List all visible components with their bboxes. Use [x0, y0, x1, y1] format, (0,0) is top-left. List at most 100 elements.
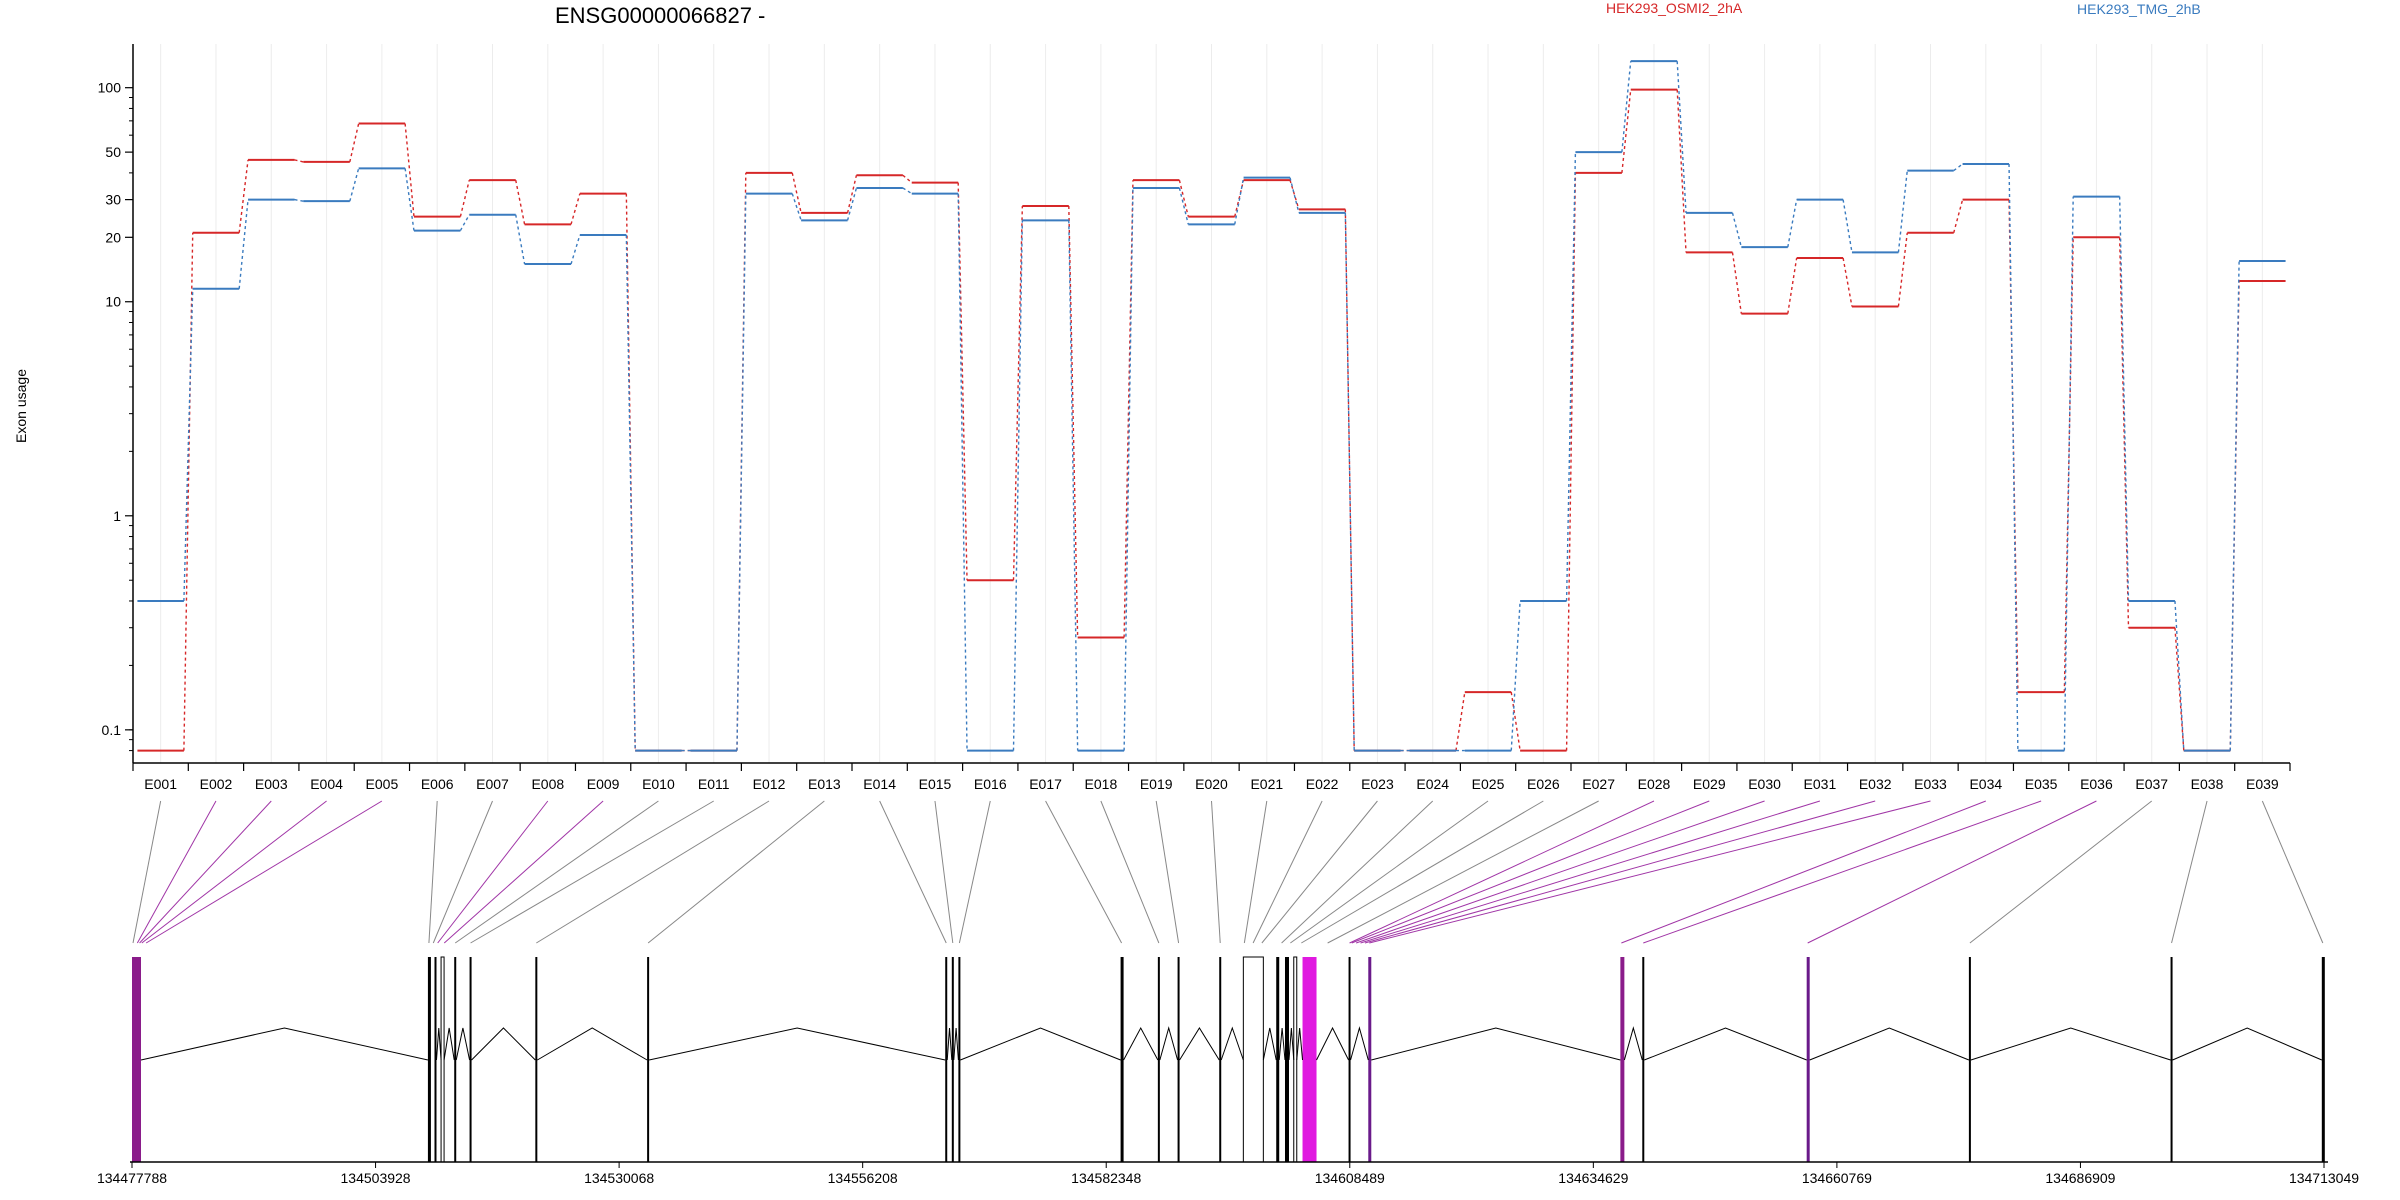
intron-line: [1623, 1026, 1643, 1061]
intron-line: [1296, 1027, 1304, 1061]
series-connector: [1012, 206, 1024, 581]
intron-line: [1809, 1027, 1970, 1061]
x-tick-label: E002: [200, 776, 233, 792]
series-connector: [294, 198, 304, 202]
exon-connector: [1045, 800, 1123, 944]
series-connector: [515, 214, 526, 265]
exon-block: [1806, 957, 1810, 1162]
exon-block: [1177, 957, 1180, 1162]
x-tick-label: E007: [476, 776, 509, 792]
series-connector: [404, 168, 415, 231]
exon-connector: [139, 800, 272, 944]
exon-connector: [1301, 800, 1544, 944]
exon-connector: [1155, 800, 1180, 944]
exon-connector: [1621, 800, 1986, 944]
exon-block: [1120, 957, 1124, 1162]
series-connector: [183, 232, 194, 751]
exon-connector: [1351, 800, 1710, 944]
series-connector: [1012, 220, 1024, 751]
exon-connector: [1211, 800, 1221, 944]
x-tick-label: E009: [587, 776, 620, 792]
exon-connector: [1261, 800, 1378, 944]
series-connector: [404, 123, 415, 217]
series-b: [137, 60, 2286, 752]
exon-block: [951, 957, 954, 1162]
x-tick-label: E030: [1748, 776, 1781, 792]
exon-connector: [1327, 800, 1599, 944]
exon-block: [1968, 957, 1971, 1162]
exon-connector: [647, 800, 825, 944]
x-tick-label: E010: [642, 776, 675, 792]
series-connector: [2174, 600, 2185, 751]
y-tick-label: 10: [105, 294, 121, 310]
exon-connector: [1290, 800, 1489, 944]
intron-line: [435, 1027, 442, 1061]
exon-connector: [1807, 800, 2097, 944]
y-tick-label: 20: [105, 229, 121, 245]
genomic-tick-label: 134660769: [1802, 1170, 1872, 1186]
exon-block: [958, 957, 961, 1162]
series-connector: [1897, 232, 1908, 307]
x-tick-label: E015: [919, 776, 952, 792]
series-connector: [2063, 196, 2074, 751]
exon-block: [1284, 957, 1289, 1162]
series-connector: [515, 179, 526, 225]
genomic-tick-label: 134582348: [1071, 1170, 1141, 1186]
x-tick-label: E034: [1969, 776, 2002, 792]
exon-block: [454, 957, 457, 1162]
series-connector: [1731, 212, 1743, 248]
exon-block: [1219, 957, 1222, 1162]
intron-line: [2172, 1027, 2323, 1061]
series-connector: [2118, 196, 2130, 601]
series-connector: [1565, 152, 1577, 601]
intron-line: [1316, 1026, 1350, 1061]
exon-block: [1157, 957, 1160, 1162]
series-connector: [2229, 260, 2240, 751]
x-tick-label: E029: [1693, 776, 1726, 792]
x-tick-label: E020: [1195, 776, 1228, 792]
series-connector: [902, 174, 913, 184]
exon-connector: [470, 800, 714, 944]
series-connector: [1731, 252, 1743, 314]
series-lines: [137, 60, 2286, 752]
exon-block: [1302, 957, 1317, 1162]
series-connector: [791, 193, 802, 221]
x-tick-label: E004: [310, 776, 343, 792]
exon-connector: [141, 800, 327, 944]
x-tick-label: E023: [1361, 776, 1394, 792]
exon-connector: [1252, 800, 1323, 944]
series-connector: [1510, 600, 1521, 751]
exon-block: [647, 957, 650, 1162]
series-connector: [1178, 179, 1189, 217]
series-connector: [1621, 89, 1632, 173]
exon-block: [1276, 957, 1280, 1162]
intron-line: [1179, 1027, 1220, 1061]
series-connector: [1787, 257, 1798, 314]
exon-connector: [1969, 800, 2153, 944]
series-connector: [238, 199, 249, 289]
y-tick-label: 50: [105, 144, 121, 160]
intron-line: [471, 1027, 536, 1061]
x-tick-label: E017: [1029, 776, 1062, 792]
genomic-tick-label: 134530068: [584, 1170, 654, 1186]
exon-connector: [454, 800, 659, 944]
exon-connector: [958, 800, 991, 944]
exon-block: [945, 957, 948, 1162]
series-connector: [1068, 220, 1079, 751]
series-connector: [1565, 172, 1577, 751]
exon-block: [2321, 957, 2325, 1162]
exon-block: [434, 957, 437, 1162]
series-connector: [1787, 199, 1798, 248]
x-tick-label: E005: [366, 776, 399, 792]
exon-block: [1368, 957, 1372, 1162]
intron-line: [649, 1027, 946, 1061]
y-axis-label: Exon usage: [13, 369, 29, 443]
series-connector: [1953, 199, 1964, 233]
legend-entry-series-b: HEK293_TMG_2hB: [2077, 1, 2201, 17]
exon-block: [2170, 957, 2173, 1162]
intron-line: [1644, 1027, 1807, 1061]
legend-entry-series-a: HEK293_OSMI2_2hA: [1606, 0, 1743, 16]
y-tick-label: 0.1: [102, 722, 122, 738]
exon-connector: [536, 800, 770, 944]
x-tick-label: E006: [421, 776, 454, 792]
